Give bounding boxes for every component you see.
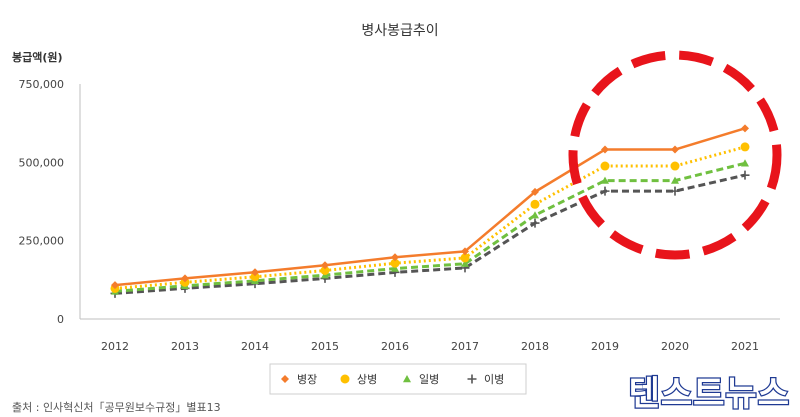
y-tick-label: 0: [57, 313, 64, 326]
legend: 병장 상병 일병 이병: [269, 363, 527, 395]
y-axis-label: 봉급액(원): [12, 50, 63, 64]
x-tick-label: 2018: [521, 340, 549, 353]
marker-point: [461, 259, 469, 267]
marker-point: [321, 261, 329, 270]
legend-item: 일병: [403, 372, 439, 386]
legend-box: [269, 363, 527, 395]
marker-legend: [281, 375, 289, 383]
x-tick-labels: 2012 2013 2014 2015 2016 2017 2018 2019 2020 2021: [101, 340, 759, 353]
legend-item: 상병: [340, 373, 377, 386]
marker-point: [741, 124, 749, 133]
y-tick-label: 250,000: [19, 235, 65, 248]
series-병장: [111, 124, 749, 290]
marker-point: [111, 281, 119, 290]
series-line: [114, 127, 746, 287]
x-tick-label: 2012: [101, 340, 129, 353]
marker-point: [531, 211, 539, 219]
source-note: 출처 : 인사혁신처「공무원보수규정」별표13: [12, 401, 221, 414]
x-tick-label: 2016: [381, 340, 409, 353]
marker-point: [181, 274, 189, 283]
marker-point: [530, 199, 540, 209]
legend-label: 일병: [419, 372, 439, 386]
marker-point: [391, 253, 399, 262]
y-tick-label: 750,000: [19, 78, 65, 91]
marker-point: [601, 145, 609, 154]
marker-point: [391, 264, 399, 272]
y-tick-label: 500,000: [19, 156, 65, 169]
series-이병: [110, 170, 750, 298]
marker-point: [670, 186, 680, 196]
marker-point: [251, 268, 259, 277]
marker-point: [740, 170, 750, 180]
axes: [79, 84, 780, 320]
annotation-layer: [568, 50, 782, 260]
marker-point: [461, 247, 469, 256]
series-line: [114, 145, 746, 290]
marker-point: [320, 265, 330, 275]
marker-point: [390, 258, 400, 268]
x-tick-label: 2014: [241, 340, 269, 353]
marker-legend: [340, 374, 350, 384]
marker-point: [600, 186, 610, 196]
marker-point: [741, 159, 749, 167]
chart-title: 병사봉급추이: [361, 23, 438, 39]
watermark: 텐스트뉴스: [629, 374, 790, 414]
legend-item: 병장: [281, 373, 317, 386]
x-tick-label: 2019: [591, 340, 619, 353]
series-일병: [111, 159, 749, 295]
marker-point: [531, 187, 539, 196]
legend-label: 병장: [297, 373, 317, 386]
x-tick-label: 2020: [661, 340, 689, 353]
marker-point: [740, 142, 750, 152]
x-tick-label: 2017: [451, 340, 479, 353]
marker-point: [460, 253, 470, 263]
series-line: [114, 161, 746, 293]
marker-point: [601, 176, 609, 184]
x-tick-label: 2013: [171, 340, 199, 353]
series-상병: [110, 142, 750, 293]
highlight-ellipse: [568, 50, 782, 260]
series-line: [114, 173, 746, 295]
marker-point: [600, 161, 610, 171]
legend-item: 이병: [467, 373, 504, 386]
y-tick-labels: 0 250,000 500,000 750,000: [19, 78, 65, 326]
marker-legend: [467, 374, 477, 384]
x-tick-label: 2015: [311, 340, 339, 353]
marker-legend: [403, 375, 411, 383]
series-layer: [110, 124, 750, 298]
marker-point: [671, 145, 679, 154]
legend-label: 상병: [357, 373, 377, 386]
x-tick-label: 2021: [731, 340, 759, 353]
marker-point: [670, 161, 680, 171]
marker-point: [530, 218, 540, 228]
marker-point: [250, 272, 260, 282]
marker-point: [671, 176, 679, 184]
legend-label: 이병: [484, 373, 504, 386]
